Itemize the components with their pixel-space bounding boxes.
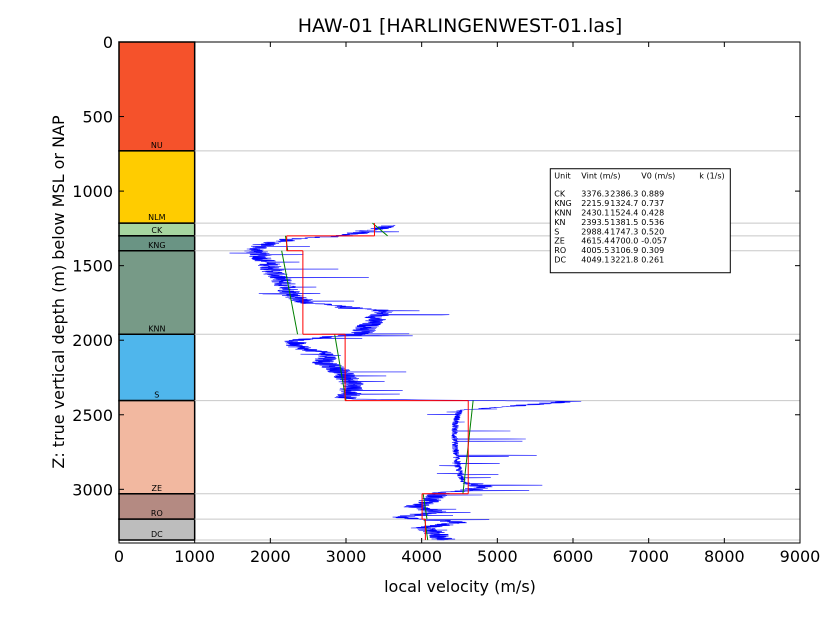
x-tick-label: 4000	[401, 547, 442, 566]
table-cell: 1747.3	[610, 227, 638, 236]
x-axis-label: local velocity (m/s)	[384, 577, 536, 596]
table-cell: 0.428	[641, 209, 664, 218]
table-cell: 1381.5	[610, 218, 638, 227]
y-tick-label: 1500	[72, 257, 113, 276]
formation-label: DC	[151, 530, 163, 539]
table-cell: KNN	[554, 209, 571, 218]
formation-label: CK	[151, 226, 163, 235]
table-header-cell: Vint (m/s)	[581, 172, 620, 181]
y-tick-label: 2500	[72, 406, 113, 425]
table-cell: 0.520	[641, 227, 664, 236]
formation-nu	[118, 41, 196, 152]
velocity-table: Unit Vint (m/s) V0 (m/s) k (1/s) CK 3376.3 238…	[549, 168, 731, 274]
y-tick-label: 2000	[72, 331, 113, 350]
table-header-cell: V0 (m/s)	[641, 172, 675, 181]
table-cell: 4049.1	[581, 256, 609, 265]
formation-label: NU	[151, 141, 163, 150]
table-cell: 4700.0	[610, 237, 638, 246]
table-header-cell: k (1/s)	[699, 172, 724, 181]
y-tick-label: 3000	[72, 480, 113, 499]
trend-line-s	[334, 334, 347, 401]
table-cell: 0.737	[641, 199, 664, 208]
table-cell: 2988.4	[581, 227, 609, 236]
formation-label: ZE	[152, 484, 163, 493]
interval-velocity-lines	[286, 223, 469, 541]
formation-nlm	[118, 150, 196, 224]
y-tick-label: 0	[103, 33, 113, 52]
formation-label: RO	[151, 509, 163, 518]
table-cell: 4005.5	[581, 246, 609, 255]
table-cell: 2386.3	[610, 190, 638, 199]
table-cell: 2393.5	[581, 218, 609, 227]
table-cell: 4615.4	[581, 237, 609, 246]
table-cell: 1524.4	[610, 209, 638, 218]
velocity-log	[229, 225, 582, 541]
formation-knn	[118, 250, 196, 335]
table-cell: 2215.9	[581, 199, 609, 208]
trend-line-ck	[372, 222, 388, 237]
formation-label: KNG	[148, 241, 165, 250]
y-axis-label: Z: true vertical depth (m) below MSL or …	[49, 115, 68, 469]
chart-title: HAW-01 [HARLINGENWEST-01.las]	[298, 15, 623, 37]
table-cell: 0.261	[641, 256, 664, 265]
table-cell: KN	[554, 218, 565, 227]
y-tick-label: 500	[82, 108, 113, 127]
x-tick-label: 2000	[250, 547, 291, 566]
x-tick-label: 8000	[704, 547, 745, 566]
x-axis-ticks: 0 1000 2000 3000 4000 5000 6000 7000 8000 9000	[114, 42, 820, 566]
table-cell: 0.309	[641, 246, 664, 255]
formation-label: KNN	[148, 324, 165, 333]
x-tick-label: 0	[114, 547, 124, 566]
table-cell: 0.536	[641, 218, 664, 227]
x-tick-label: 3000	[326, 547, 367, 566]
table-cell: 3376.3	[581, 190, 609, 199]
x-tick-label: 9000	[780, 547, 821, 566]
table-cell: 2430.1	[581, 209, 609, 218]
table-cell: -0.057	[641, 237, 667, 246]
table-cell: S	[554, 227, 559, 236]
table-cell: ZE	[554, 237, 565, 246]
x-tick-label: 7000	[628, 547, 669, 566]
y-tick-label: 1000	[72, 182, 113, 201]
plot-frame	[118, 41, 801, 544]
table-cell: KNG	[554, 199, 571, 208]
table-cell: 3221.8	[610, 256, 638, 265]
table-cell: CK	[554, 190, 566, 199]
x-tick-label: 1000	[174, 547, 215, 566]
table-cell: DC	[554, 256, 566, 265]
trend-line-knn	[281, 250, 299, 335]
y-axis-ticks: 0 500 1000 1500 2000 2500 3000	[72, 33, 800, 499]
trend-line-ro	[422, 493, 428, 520]
table-cell: 1324.7	[610, 199, 638, 208]
table-header-cell: Unit	[554, 172, 570, 181]
formation-label: NLM	[148, 213, 165, 222]
formation-column: NU NLM CK KNG KNN S ZE RO DC	[118, 41, 196, 541]
table-cell: 3106.9	[610, 246, 638, 255]
velocity-log-line	[229, 225, 582, 541]
formation-ro	[118, 493, 196, 520]
formation-ze	[118, 399, 196, 495]
formation-label: S	[154, 391, 159, 400]
table-cell: 0.889	[641, 190, 664, 199]
x-tick-label: 5000	[477, 547, 518, 566]
x-tick-label: 6000	[553, 547, 594, 566]
table-cell: RO	[554, 246, 566, 255]
velocity-table-box	[549, 168, 731, 274]
